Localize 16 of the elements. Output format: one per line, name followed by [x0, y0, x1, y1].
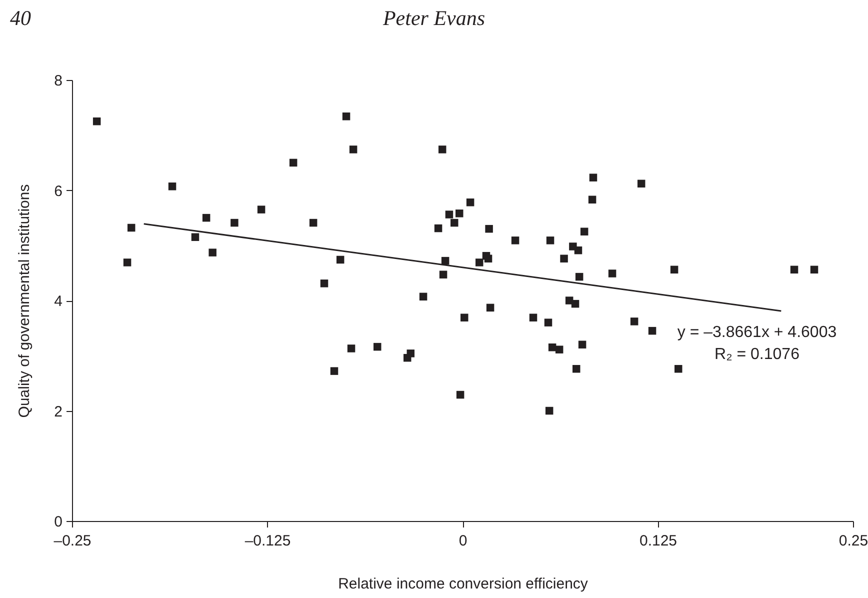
text: 40 — [10, 6, 31, 31]
x-axis-title: Relative income conversion efficiency — [338, 576, 588, 592]
x-tick-label: –0.25 — [54, 532, 92, 550]
y-tick-label: 2 — [54, 403, 62, 420]
annotation: y = –3.8661x + 4.6003 — [676, 323, 838, 343]
x-tick-label: –0.125 — [244, 532, 291, 550]
y-axis-title: Quality of governmental institutions — [16, 184, 34, 418]
text: Peter Evans — [382, 6, 486, 30]
y-tick-label: 0 — [54, 514, 62, 530]
y-tick-label: 8 — [54, 72, 62, 90]
y-tick-label: 4 — [54, 293, 62, 310]
y-tick-label: 6 — [54, 182, 62, 200]
x-tick-label: 0.125 — [639, 532, 678, 550]
x-tick-label: 0 — [458, 532, 468, 550]
annotation: R₂ = 0.1076 — [714, 345, 800, 365]
x-tick-label: 0.25 — [838, 532, 868, 550]
